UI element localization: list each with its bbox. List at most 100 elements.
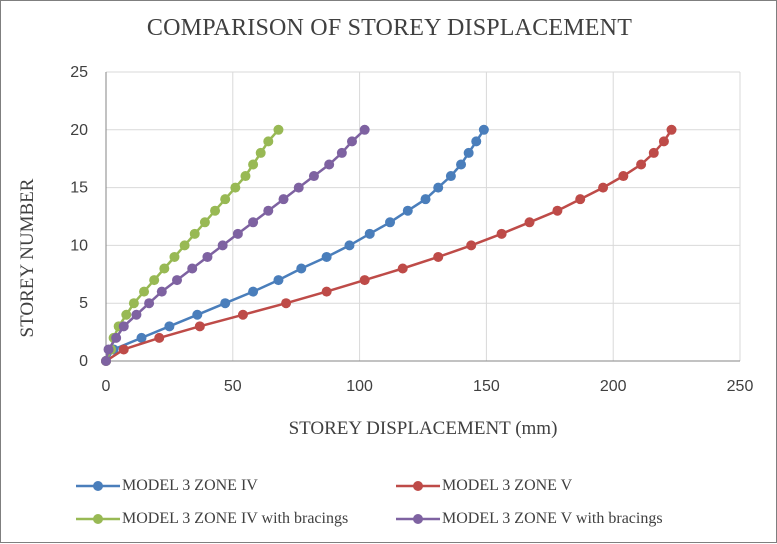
series-4-point-13 (263, 205, 274, 216)
series-3-point-12 (199, 217, 210, 228)
y-axis-label: STOREY NUMBER (17, 178, 38, 338)
series-3-point-16 (240, 171, 251, 182)
series-2-point-2 (154, 332, 165, 343)
series-3-point-18 (255, 147, 266, 158)
series-3-point-5 (128, 298, 139, 309)
series-2-point-5 (281, 298, 292, 309)
series-1-point-8 (296, 263, 307, 274)
chart-title: COMPARISON OF STOREY DISPLACEMENT (146, 15, 633, 41)
series-2-point-4 (237, 309, 248, 320)
x-axis-label: STOREY DISPLACEMENT (mm) (288, 418, 558, 439)
x-tick-label-1: 50 (224, 378, 242, 395)
series-1 (101, 124, 489, 366)
series-2-point-20 (666, 124, 677, 135)
series-2-point-19 (658, 136, 669, 147)
series-2 (101, 124, 677, 366)
series-4-point-4 (131, 309, 142, 320)
legend-label-2: MODEL 3 ZONE V (442, 477, 573, 494)
series-2-point-10 (466, 240, 477, 251)
x-tick-label-5: 250 (727, 378, 754, 395)
x-tick-label-0: 0 (102, 378, 111, 395)
series-3-point-20 (273, 124, 284, 135)
series-1-point-5 (220, 298, 231, 309)
series-4-point-12 (248, 217, 259, 228)
series-4-point-17 (324, 159, 335, 170)
series-4-point-16 (308, 171, 319, 182)
legend-label-4: MODEL 3 ZONE V with bracings (442, 510, 663, 527)
legend-item-2: MODEL 3 ZONE V (396, 476, 572, 496)
legend-swatch-3 (76, 514, 120, 524)
series-1-point-11 (364, 228, 375, 239)
series-4-point-3 (118, 321, 129, 332)
series-4-point-11 (232, 228, 243, 239)
legend-marker-1 (93, 481, 103, 491)
series-3-point-19 (263, 136, 274, 147)
y-tick-label-0: 0 (79, 353, 88, 370)
series-2-point-13 (552, 205, 563, 216)
series-3-point-11 (189, 228, 200, 239)
series-3-point-4 (121, 309, 132, 320)
series-1-point-13 (402, 205, 413, 216)
y-tick-label-5: 25 (70, 64, 88, 81)
series-2-point-9 (433, 251, 444, 262)
series-1-point-2 (136, 332, 147, 343)
series-3-point-14 (220, 194, 231, 205)
series-3-point-15 (230, 182, 241, 193)
x-tick-label-4: 200 (600, 378, 627, 395)
legend-label-3: MODEL 3 ZONE IV with bracings (122, 510, 349, 527)
series-4-point-9 (202, 251, 213, 262)
series-1-point-6 (248, 286, 259, 297)
y-tick-label-2: 10 (70, 237, 88, 254)
x-tick-label-2: 100 (346, 378, 373, 395)
series-4-point-5 (144, 298, 155, 309)
x-tick-label-3: 150 (473, 378, 500, 395)
series-3-point-17 (248, 159, 259, 170)
series-4 (101, 124, 370, 366)
series-3-point-10 (179, 240, 190, 251)
series-2-point-8 (397, 263, 408, 274)
legend-label-1: MODEL 3 ZONE IV (122, 477, 258, 494)
series-1-point-18 (463, 147, 474, 158)
legend-marker-2 (413, 481, 423, 491)
series-2-point-18 (648, 147, 659, 158)
series-1-point-15 (433, 182, 444, 193)
series-1-point-20 (478, 124, 489, 135)
legend-marker-3 (93, 514, 103, 524)
series-3-point-8 (159, 263, 170, 274)
series-2-point-3 (194, 321, 205, 332)
series-2-point-1 (118, 344, 129, 355)
series-2-point-14 (575, 194, 586, 205)
legend-item-1: MODEL 3 ZONE IV (76, 476, 258, 496)
y-tick-label-4: 20 (70, 122, 88, 139)
series-1-point-3 (164, 321, 175, 332)
series-4-point-18 (336, 147, 347, 158)
series-4-point-10 (217, 240, 228, 251)
series-4-point-2 (111, 332, 122, 343)
series-4-point-15 (293, 182, 304, 193)
series-1-point-9 (321, 251, 332, 262)
series-2-point-17 (636, 159, 647, 170)
series-2-point-6 (321, 286, 332, 297)
legend-swatch-4 (396, 514, 440, 524)
legend-item-3: MODEL 3 ZONE IV with bracings (76, 509, 348, 529)
series-3-point-9 (169, 251, 180, 262)
series-1-point-10 (344, 240, 355, 251)
series-2-point-16 (618, 171, 629, 182)
series-2-point-15 (598, 182, 609, 193)
series-4-point-20 (359, 124, 370, 135)
series-4-point-7 (172, 275, 183, 286)
series-4-point-8 (187, 263, 198, 274)
series-4-point-0 (101, 356, 111, 366)
legend-item-4: MODEL 3 ZONE V with bracings (396, 509, 663, 529)
series-1-point-16 (445, 171, 456, 182)
y-tick-label-3: 15 (70, 180, 88, 197)
series-3-point-13 (210, 205, 221, 216)
series-4-point-14 (278, 194, 289, 205)
series-4-point-6 (156, 286, 167, 297)
series-1-point-17 (456, 159, 467, 170)
series-1-point-4 (192, 309, 203, 320)
series-1-point-14 (420, 194, 431, 205)
series-3-point-6 (139, 286, 150, 297)
series-4-point-19 (346, 136, 357, 147)
